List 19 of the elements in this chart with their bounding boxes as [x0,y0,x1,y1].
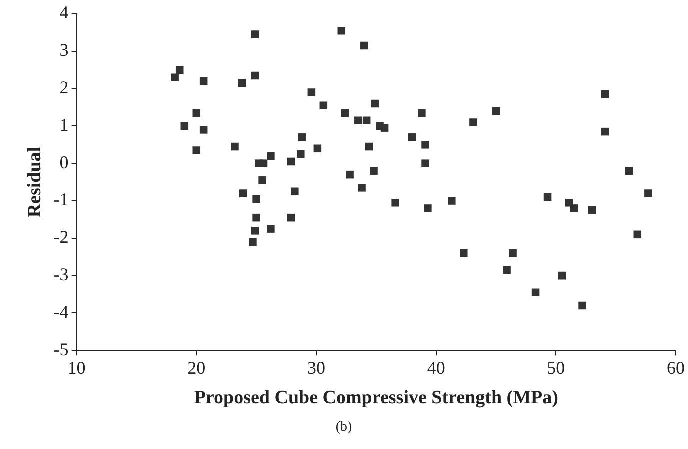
y-tick-label: -4 [54,302,69,322]
x-tick-label: 30 [307,358,326,378]
y-tick-label: -5 [54,339,69,360]
x-tick-label: 40 [427,358,446,378]
y-tick-label: -3 [54,264,69,285]
x-axis-title: Proposed Cube Compressive Strength (MPa) [194,388,558,409]
y-tick-label: 3 [60,40,69,60]
y-tick-label: 0 [60,152,69,172]
y-axis-title: Residual [24,146,46,218]
y-tick-label: 1 [60,114,69,135]
y-tick-label: -1 [54,190,69,210]
y-tick-label: 2 [60,78,69,98]
text: (b) [334,420,354,436]
y-tick-label: -2 [54,227,69,248]
x-tick-label: 50 [547,358,566,378]
x-tick-label: 20 [188,358,206,378]
y-tick-label: 4 [60,2,69,23]
x-tick-label: 10 [68,358,86,378]
x-tick-label: 60 [667,358,685,378]
